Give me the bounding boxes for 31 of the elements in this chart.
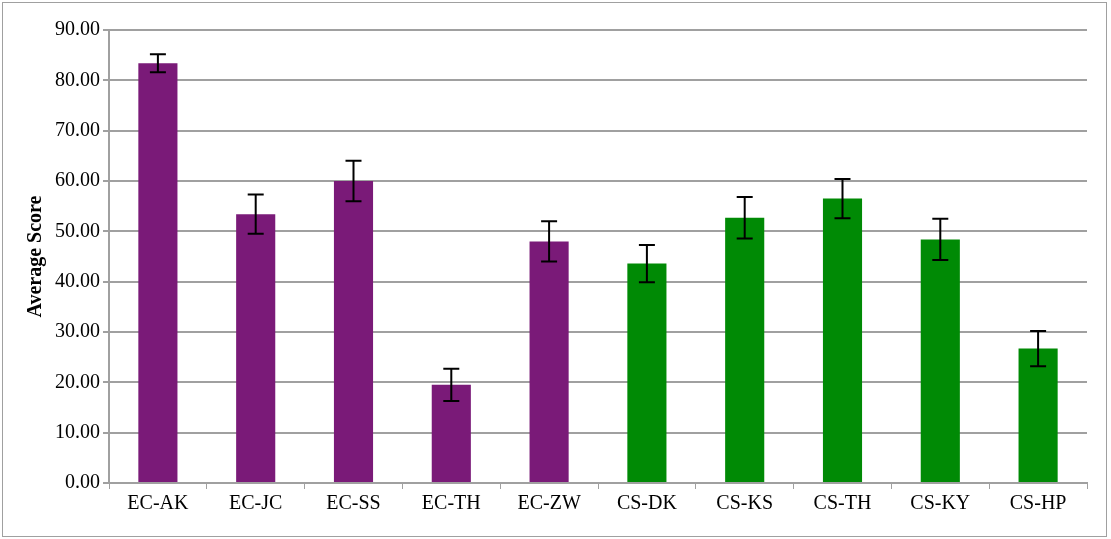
y-tick-label: 60.00 xyxy=(55,168,100,191)
bar xyxy=(529,241,569,482)
y-tick-label: 40.00 xyxy=(55,268,100,291)
x-tick-label: CS-KY xyxy=(910,491,971,514)
bar xyxy=(920,239,960,482)
x-tick-label: EC-TH xyxy=(421,491,481,514)
bar xyxy=(725,217,765,482)
x-tick-label: CS-TH xyxy=(813,491,872,514)
y-tick-label: 70.00 xyxy=(55,117,100,140)
y-axis-title: Average Score xyxy=(23,195,47,318)
bar xyxy=(333,181,374,482)
y-tick-label: 20.00 xyxy=(55,369,100,392)
x-tick-label: EC-JC xyxy=(229,491,283,514)
bar xyxy=(1018,348,1058,482)
y-tick-label: 90.00 xyxy=(55,17,100,40)
y-tick-label: 30.00 xyxy=(55,319,100,342)
x-tick-label: CS-KS xyxy=(716,491,774,514)
y-tick-label: 80.00 xyxy=(55,67,100,90)
x-tick-label: EC-AK xyxy=(127,491,190,514)
y-tick-label: 0.00 xyxy=(65,470,100,493)
bar xyxy=(822,198,863,482)
bar xyxy=(431,384,471,482)
x-tick-label: CS-DK xyxy=(616,491,678,514)
bar xyxy=(627,263,667,482)
bar xyxy=(138,63,178,482)
y-tick-label: 10.00 xyxy=(55,419,100,442)
x-tick-label: EC-ZW xyxy=(517,491,581,514)
y-tick-label: 50.00 xyxy=(55,218,100,241)
x-tick-label: EC-SS xyxy=(326,491,381,514)
x-tick-label: CS-HP xyxy=(1009,491,1067,514)
bar xyxy=(236,214,276,482)
